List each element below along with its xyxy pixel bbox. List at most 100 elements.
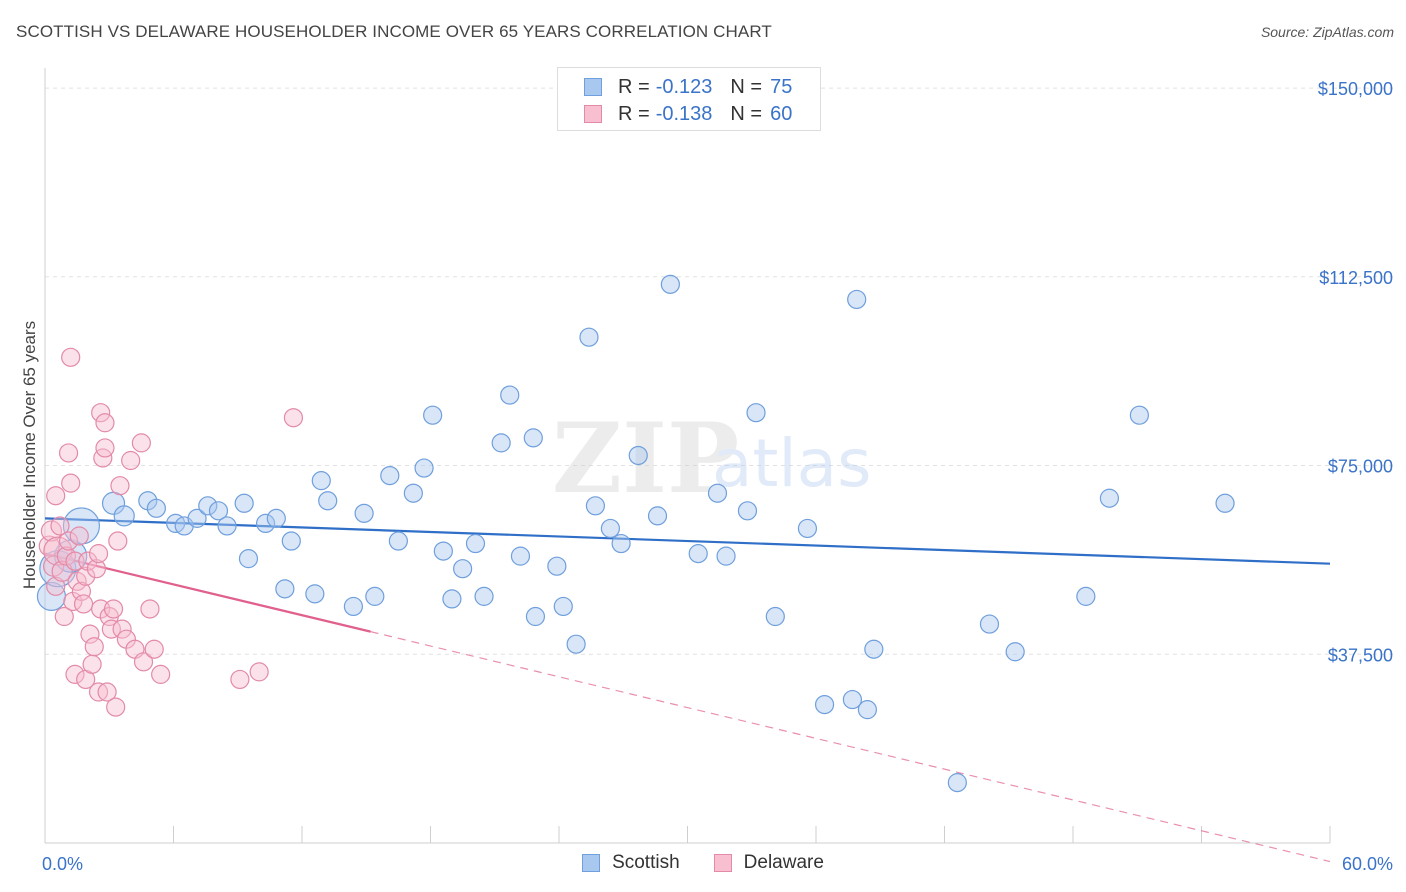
data-point-delaware [230, 669, 250, 690]
trend-line-scottish [44, 517, 1331, 565]
watermark-zip: ZIP [552, 402, 739, 515]
chart-title: SCOTTISH VS DELAWARE HOUSEHOLDER INCOME … [16, 22, 772, 41]
data-point-scottish [814, 694, 835, 715]
data-point-delaware [73, 594, 94, 614]
data-point-delaware [106, 697, 126, 717]
data-point-delaware [46, 486, 66, 506]
data-point-scottish [453, 559, 473, 579]
data-point-scottish [979, 614, 1000, 634]
data-point-delaware [88, 544, 109, 564]
y-tick-label: $150,000 [1318, 79, 1393, 99]
data-point-scottish [857, 700, 878, 720]
data-point-scottish [566, 634, 586, 654]
legend-swatch-scottish [584, 78, 602, 96]
gridlines [45, 87, 1395, 655]
data-point-delaware [112, 619, 132, 639]
axes [44, 68, 1331, 844]
legend-r-value: -0.138 [655, 102, 713, 125]
data-point-scottish [491, 433, 511, 453]
data-point-delaware [76, 566, 96, 586]
data-point-delaware [61, 347, 81, 367]
data-point-scottish [737, 501, 758, 521]
watermark-atlas: atlas [712, 425, 872, 502]
legend-r-label: R = [618, 102, 650, 125]
legend: R = -0.123 N = 75 R = -0.138 N = 60 [557, 67, 821, 131]
data-point-scottish [585, 496, 606, 516]
data-point-scottish [1215, 493, 1235, 513]
bottom-legend: Scottish Delaware [0, 852, 1406, 874]
data-point-delaware [82, 654, 102, 674]
legend-swatch-delaware [584, 105, 602, 123]
data-point-scottish [305, 584, 325, 604]
data-point-scottish [474, 586, 494, 606]
source-label: Source: ZipAtlas.com [1260, 24, 1394, 40]
data-point-delaware [58, 443, 79, 463]
data-point-scottish [62, 507, 101, 545]
data-point-scottish [318, 491, 338, 511]
data-point-scottish [208, 501, 229, 521]
data-point-scottish [234, 493, 254, 513]
data-point-delaware [97, 682, 117, 702]
data-point-scottish [442, 589, 462, 609]
y-axis-label: Householder Income Over 65 years [20, 320, 39, 590]
bottom-legend-swatch-scottish [582, 854, 601, 872]
legend-r-label: R = [618, 75, 650, 98]
data-point-delaware [131, 433, 151, 453]
data-point-delaware [43, 536, 73, 566]
data-point-scottish [765, 606, 785, 627]
data-point-scottish [311, 471, 331, 491]
data-point-delaware [283, 408, 304, 428]
data-point-scottish [1099, 488, 1120, 508]
watermark: ZIP atlas [552, 402, 872, 515]
data-point-scottish [660, 274, 680, 294]
data-point-delaware [91, 403, 111, 423]
data-point-delaware [103, 599, 124, 619]
data-point-scottish [510, 546, 531, 566]
data-point-scottish [746, 403, 766, 423]
data-point-scottish [113, 505, 135, 527]
data-points [36, 274, 1235, 793]
data-point-delaware [40, 520, 63, 542]
data-point-scottish [707, 483, 728, 503]
data-point-delaware [58, 531, 79, 551]
data-point-scottish [600, 518, 621, 539]
data-point-delaware [108, 531, 128, 551]
data-point-delaware [133, 652, 154, 672]
data-point-scottish [525, 606, 546, 627]
bottom-legend-label-scottish: Scottish [612, 852, 680, 873]
data-point-scottish [354, 503, 374, 523]
bottom-legend-swatch-delaware [713, 854, 732, 872]
y-tick-label: $37,500 [1328, 645, 1393, 665]
trend-line-delaware [44, 552, 371, 633]
data-point-delaware [84, 637, 104, 657]
data-point-delaware [95, 438, 115, 458]
bottom-legend-scottish: Scottish [582, 852, 680, 874]
data-point-scottish [688, 544, 708, 564]
data-point-scottish [146, 498, 166, 518]
data-point-scottish [1076, 586, 1096, 606]
x-tick-labels: 0.0% 60.0% [42, 854, 1393, 874]
data-point-scottish [579, 327, 599, 347]
data-point-delaware [50, 516, 70, 536]
data-point-scottish [864, 639, 884, 659]
data-point-delaware [61, 473, 81, 493]
legend-row-scottish: R = -0.123 N = 75 [584, 75, 792, 99]
data-point-scottish [238, 549, 259, 569]
bottom-legend-label-delaware: Delaware [743, 852, 824, 873]
data-point-delaware [249, 662, 269, 682]
data-point-delaware [144, 639, 164, 659]
data-point-scottish [947, 773, 967, 793]
data-point-scottish [842, 689, 863, 710]
data-point-scottish [388, 531, 408, 551]
bottom-legend-delaware: Delaware [713, 852, 824, 874]
data-point-scottish [275, 579, 295, 599]
data-point-scottish [628, 445, 648, 466]
data-point-scottish [423, 405, 443, 425]
data-point-delaware [110, 476, 130, 496]
data-point-delaware [54, 606, 74, 627]
data-point-scottish [553, 596, 573, 617]
data-point-scottish [198, 496, 218, 516]
x-tick-label-min: 0.0% [42, 854, 83, 874]
data-point-delaware [65, 664, 85, 684]
